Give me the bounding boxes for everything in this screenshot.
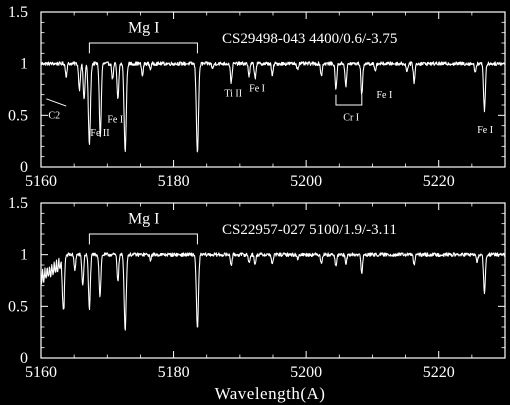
line-identification-label: Ti II xyxy=(224,89,242,100)
y-tick-label: 1 xyxy=(20,56,28,73)
line-identification-label: Fe I xyxy=(249,84,265,95)
line-identification-label: Mg I xyxy=(128,20,160,37)
y-tick-label: 0 xyxy=(20,159,28,176)
line-identification-label: Fe I xyxy=(107,115,123,126)
top-panel: 0 0.5 1 1.5 5160 5180 5200 5220 CS29498-043 4400… xyxy=(8,4,506,190)
x-tick-label: 5220 xyxy=(423,364,455,381)
x-axis-label: Wavelength(A) xyxy=(215,384,326,403)
line-group-bracket xyxy=(88,233,198,245)
line-group-bracket xyxy=(335,94,363,106)
label-pointer xyxy=(46,98,67,107)
x-tick-label: 5180 xyxy=(158,364,190,381)
y-tick-label: 1.5 xyxy=(8,195,28,212)
y-tick-label: 0.5 xyxy=(8,298,28,315)
spectrum-line xyxy=(40,252,506,331)
bottom-panel: 0 0.5 1 1.5 5160 5180 5200 5220 CS22957-027 5100… xyxy=(8,195,506,381)
line-identification-label: Fe I xyxy=(376,90,392,101)
x-tick-label: 5160 xyxy=(25,173,57,190)
x-tick-label: 5160 xyxy=(25,364,57,381)
line-group-bracket xyxy=(88,42,198,54)
x-tick-label: 5220 xyxy=(423,173,455,190)
line-identification-label: Fe I xyxy=(477,125,493,136)
line-identification-label: Mg I xyxy=(128,211,160,228)
x-tick-label: 5200 xyxy=(290,173,322,190)
y-tick-label: 0 xyxy=(20,350,28,367)
y-tick-label: 1 xyxy=(20,247,28,264)
line-identification-label: C2 xyxy=(48,110,60,121)
panel-header: CS22957-027 5100/1.9/-3.11 xyxy=(222,222,397,238)
y-tick-label: 0.5 xyxy=(8,107,28,124)
x-tick-label: 5200 xyxy=(290,364,322,381)
line-identification-label: Cr I xyxy=(343,113,359,124)
y-tick-label: 1.5 xyxy=(8,4,28,21)
panel-header: CS29498-043 4400/0.6/-3.75 xyxy=(222,31,397,47)
x-tick-label: 5180 xyxy=(158,173,190,190)
line-identification-label: Fe II xyxy=(90,128,109,139)
spectrum-line xyxy=(40,61,506,153)
